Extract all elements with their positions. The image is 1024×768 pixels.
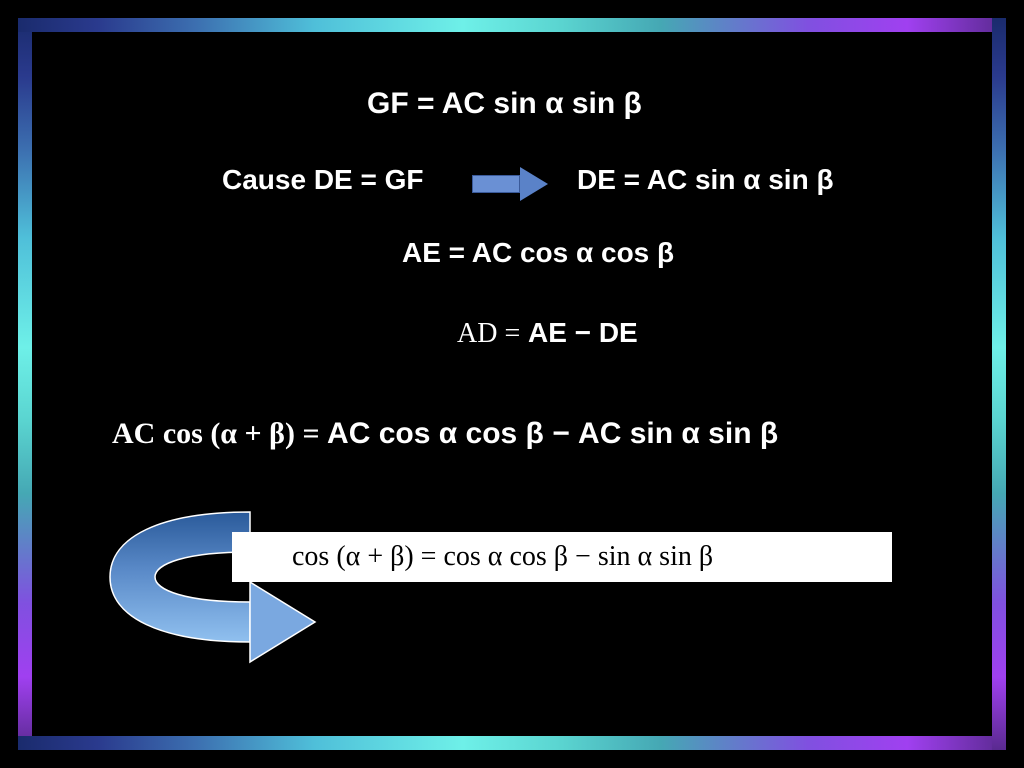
equation-gf: GF = AC sin α sin β [367,87,642,121]
slide-content: GF = AC sin α sin β Cause DE = GF DE = A… [32,32,992,736]
arrow-body [472,175,520,193]
slide-border-top [18,18,1006,32]
implies-arrow-icon [472,167,552,201]
equation-cause-de-gf: Cause DE = GF [222,164,424,196]
equation-cos-sum-identity: cos (α + β) = cos α cos β − sin α sin β [292,541,713,573]
equation-ad: AD = AE − DE [457,317,638,350]
equation-ac-cos-sum: AC cos (α + β) = AC cos α cos β − AC sin… [112,417,778,451]
equation-de: DE = AC sin α sin β [577,164,834,196]
equation-ae: AE = AC cos α cos β [402,237,674,269]
result-formula-box: cos (α + β) = cos α cos β − sin α sin β [232,532,892,582]
slide-border-bottom [18,736,1006,750]
arrow-head [520,167,548,201]
